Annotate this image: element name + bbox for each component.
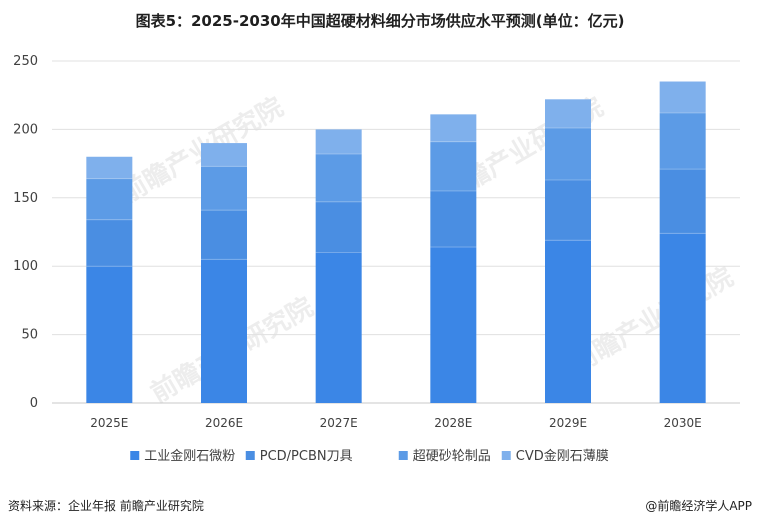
bar-segment xyxy=(315,201,362,253)
bar-segment xyxy=(86,219,133,267)
x-tick-label: 2027E xyxy=(320,416,358,430)
y-tick-label: 250 xyxy=(13,54,38,69)
legend-label: CVD金刚石薄膜 xyxy=(516,448,609,464)
y-tick-label: 100 xyxy=(13,259,38,274)
legend-label: PCD/PCBN刀具 xyxy=(260,449,353,464)
x-tick-label: 2030E xyxy=(664,416,702,430)
bar-segment xyxy=(201,259,247,403)
x-tick-label: 2026E xyxy=(205,416,243,430)
bar-segment xyxy=(430,114,477,142)
stacked-bar-chart: 0 50 100 150 200 250 2025E 2026E 2027E 2028E 2029E… xyxy=(13,54,740,464)
bar-segment xyxy=(86,178,133,220)
x-tick-label: 2025E xyxy=(90,416,128,430)
bar-segment xyxy=(201,166,247,211)
bar-segment xyxy=(315,129,362,155)
bar-segment xyxy=(86,266,133,403)
bar-segment xyxy=(659,169,706,234)
bar-segment xyxy=(545,180,591,241)
legend-swatch xyxy=(245,451,255,460)
source-note: 资料来源：企业年报 前瞻产业研究院 xyxy=(8,499,204,513)
bar-segment xyxy=(86,156,133,179)
legend-swatch xyxy=(130,451,140,460)
x-tick-label: 2029E xyxy=(549,416,587,430)
bar-segment xyxy=(659,233,706,403)
brand-credit: @前瞻经济学人APP xyxy=(645,499,752,513)
legend-label: 超硬砂轮制品 xyxy=(413,449,491,464)
bar-segment xyxy=(430,247,477,403)
bar-segment xyxy=(315,154,362,202)
bar-segment xyxy=(201,143,247,167)
bar-segment xyxy=(545,99,591,129)
bar-segment xyxy=(430,190,477,248)
bar-segment xyxy=(659,112,706,170)
bar-segment xyxy=(201,210,247,260)
x-tick-label: 2028E xyxy=(434,416,472,430)
y-tick-label: 150 xyxy=(13,191,38,206)
legend-swatch xyxy=(398,451,408,460)
y-tick-label: 200 xyxy=(13,122,38,137)
chart-title: 图表5：2025-2030年中国超硬材料细分市场供应水平预测(单位：亿元) xyxy=(135,12,625,30)
bar-segment xyxy=(315,252,362,403)
legend-swatch xyxy=(501,451,511,460)
bar-segment xyxy=(545,128,591,181)
legend-label: 工业金刚石微粉 xyxy=(144,448,235,464)
bar-segment xyxy=(659,81,706,113)
bar-segment xyxy=(430,141,477,191)
y-tick-label: 50 xyxy=(21,328,38,343)
y-tick-label: 0 xyxy=(30,396,38,411)
bar-segment xyxy=(545,240,591,403)
